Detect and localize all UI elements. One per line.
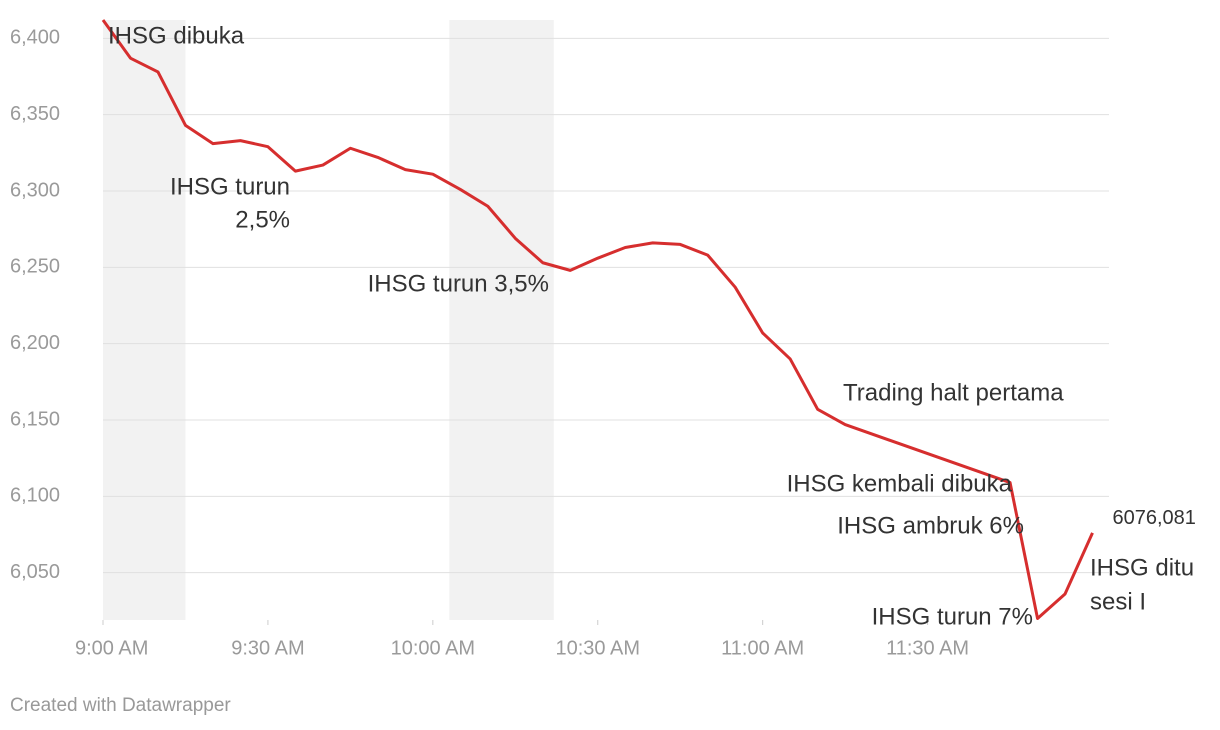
- line: [101, 19, 1094, 620]
- x-tick-label: 11:30 AM: [886, 637, 969, 659]
- annotation: 2,5%: [235, 206, 290, 233]
- x-tick-label: 10:30 AM: [555, 637, 640, 659]
- annotation: IHSG dibuka: [108, 22, 245, 49]
- annotation: IHSG turun 7%: [872, 603, 1033, 630]
- y-tick-label: 6,300: [10, 179, 60, 201]
- annotation: IHSG kembali dibuka: [787, 470, 1013, 497]
- value-label: 6076,081: [1113, 507, 1196, 529]
- annotation: sesi I: [1090, 588, 1146, 615]
- annotation: IHSG ambruk 6%: [837, 512, 1024, 539]
- annotation: IHSG turun 3,5%: [368, 270, 549, 297]
- y-tick-label: 6,200: [10, 332, 60, 354]
- annotation: Trading halt pertama: [843, 379, 1064, 406]
- annotation: IHSG turun: [170, 173, 290, 200]
- y-tick-label: 6,250: [10, 256, 60, 278]
- x-tick-label: 9:30 AM: [231, 637, 304, 659]
- x-tick-label: 9:00 AM: [75, 637, 148, 659]
- y-tick-label: 6,150: [10, 408, 60, 430]
- y-tick-label: 6,350: [10, 103, 60, 125]
- annotation: IHSG ditu: [1090, 554, 1194, 581]
- y-tick-label: 6,400: [10, 27, 60, 49]
- x-tick-label: 10:00 AM: [391, 637, 476, 659]
- credit: Created with Datawrapper: [10, 695, 231, 716]
- highlight-band: [103, 20, 186, 620]
- y-tick-label: 6,100: [10, 485, 60, 507]
- x-tick-label: 11:00 AM: [721, 637, 804, 659]
- highlight-band: [449, 20, 554, 620]
- y-tick-label: 6,050: [10, 561, 60, 583]
